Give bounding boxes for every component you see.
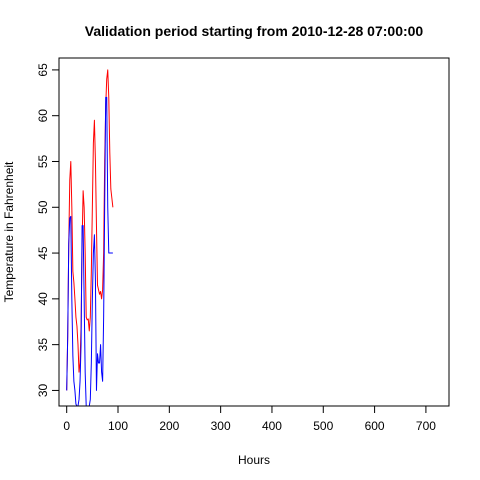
y-axis: 30 35 40 45 50 55 60 65 (36, 63, 60, 397)
x-axis-label: Hours (238, 453, 270, 467)
x-axis: 0 100 200 300 400 500 600 700 (63, 405, 436, 433)
y-tick-label: 45 (36, 246, 50, 260)
chart-title: Validation period starting from 2010-12-… (85, 23, 424, 39)
y-tick-label: 40 (36, 292, 50, 306)
x-tick-label: 500 (313, 419, 333, 433)
series-layer (66, 69, 114, 406)
y-tick-label: 35 (36, 338, 50, 352)
x-tick-label: 300 (211, 419, 231, 433)
series-line-2 (66, 96, 113, 406)
x-tick-label: 600 (365, 419, 385, 433)
y-tick-label: 60 (36, 109, 50, 123)
x-tick-label: 0 (63, 419, 70, 433)
x-tick-label: 200 (159, 419, 179, 433)
plot-frame (58, 57, 450, 407)
x-tick-label: 700 (416, 419, 436, 433)
y-tick-label: 50 (36, 200, 50, 214)
y-tick-label: 65 (36, 63, 50, 77)
y-tick-label: 30 (36, 383, 50, 397)
x-tick-label: 400 (262, 419, 282, 433)
y-axis-label: Temperature in Fahrenheit (2, 161, 16, 302)
y-tick-label: 55 (36, 154, 50, 168)
x-tick-label: 100 (108, 419, 128, 433)
